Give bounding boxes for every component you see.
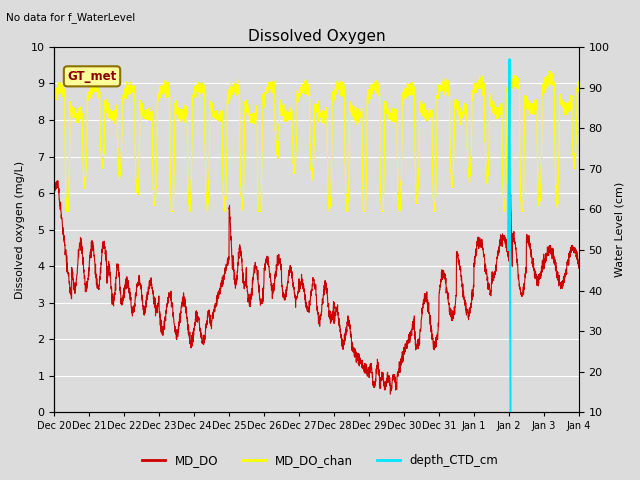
Y-axis label: Dissolved oxygen (mg/L): Dissolved oxygen (mg/L): [15, 161, 25, 299]
Text: No data for f_WaterLevel: No data for f_WaterLevel: [6, 12, 136, 23]
Title: Dissolved Oxygen: Dissolved Oxygen: [248, 29, 385, 44]
Text: GT_met: GT_met: [67, 70, 116, 83]
Legend: MD_DO, MD_DO_chan, depth_CTD_cm: MD_DO, MD_DO_chan, depth_CTD_cm: [137, 449, 503, 472]
Y-axis label: Water Level (cm): Water Level (cm): [615, 182, 625, 277]
